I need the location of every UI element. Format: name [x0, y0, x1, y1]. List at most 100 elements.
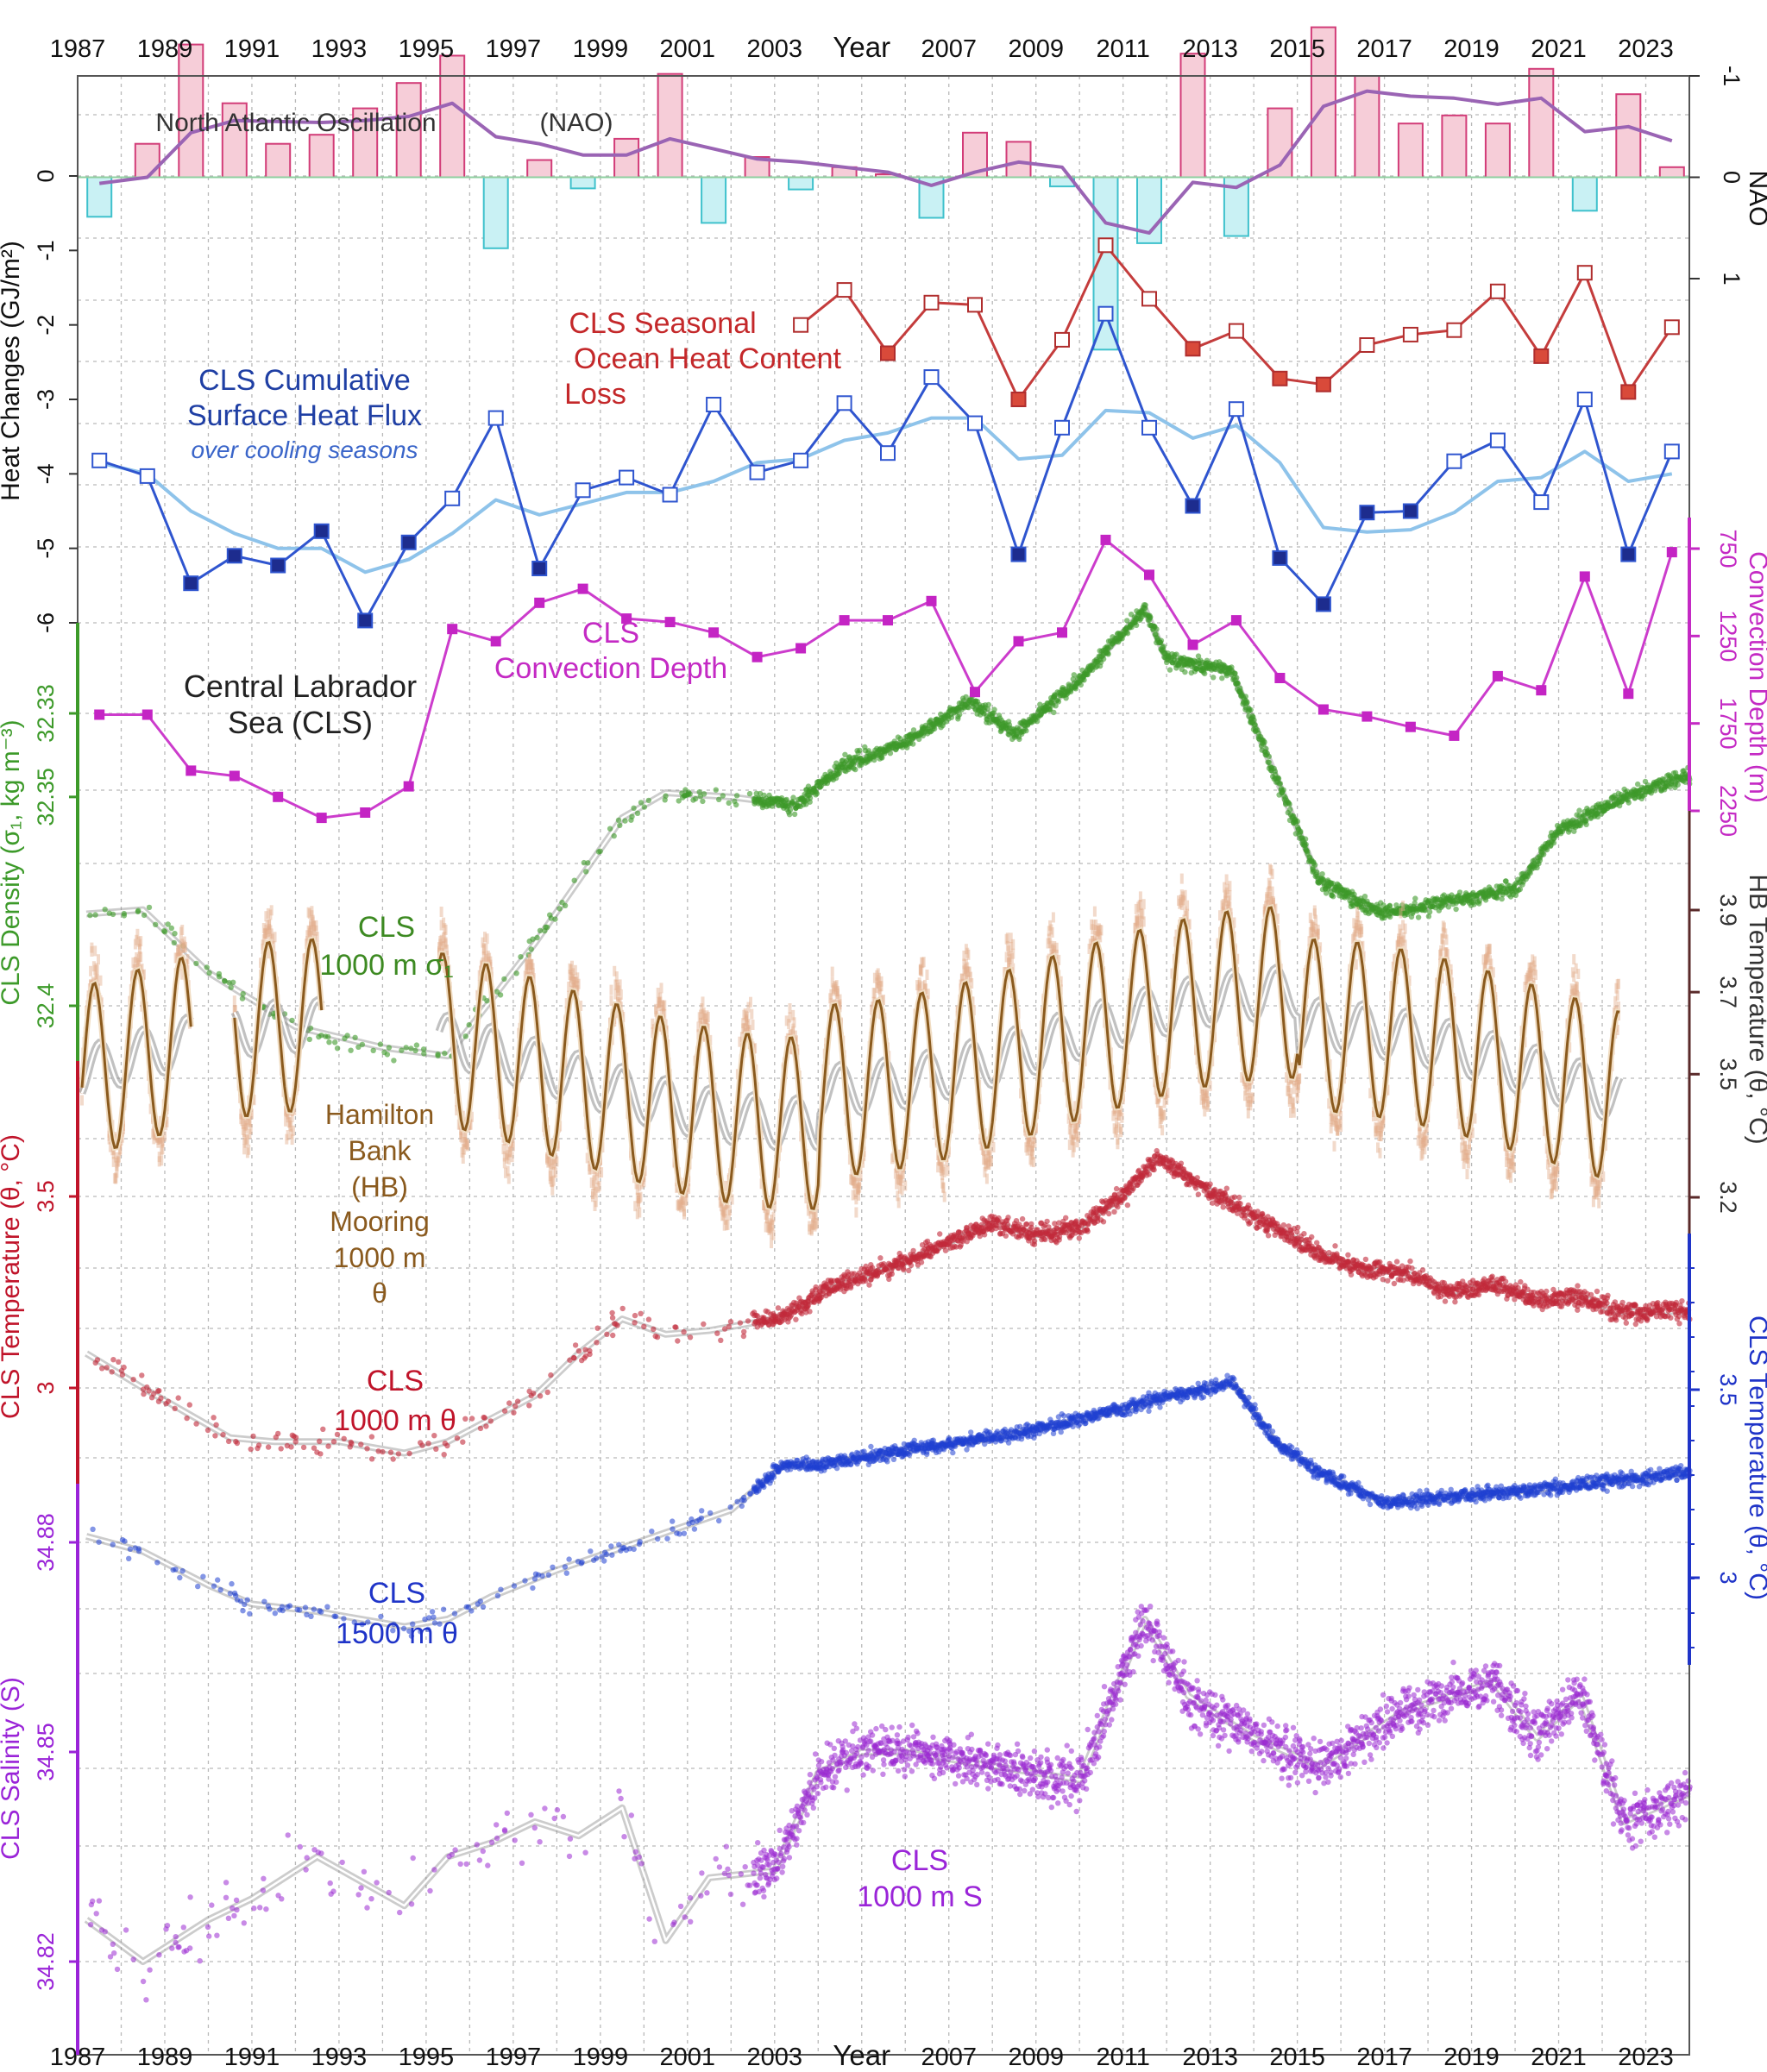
hb-sample [990, 1156, 993, 1167]
scatter-point [557, 906, 563, 912]
scatter-point [228, 984, 234, 990]
scatter-point [386, 1045, 393, 1051]
hb-sample [984, 1173, 989, 1184]
hb-sample [854, 1207, 858, 1218]
hb-sample [576, 978, 581, 989]
scatter-point [413, 1042, 420, 1048]
scatter-point [1456, 889, 1463, 895]
hb-sample [1292, 1107, 1296, 1118]
scatter-point [537, 927, 544, 934]
scatter-point [306, 1036, 312, 1043]
scatter-point [497, 992, 504, 998]
scatter-point [1166, 667, 1173, 673]
scatter-point [1303, 841, 1309, 848]
scatter-point [916, 736, 922, 743]
scatter-point [87, 912, 93, 919]
scatter-point [852, 766, 858, 773]
hb-sample [1141, 899, 1146, 910]
scatter-point [1081, 677, 1087, 683]
scatter-point [713, 787, 719, 793]
scatter-point [121, 913, 128, 919]
scatter-point [676, 798, 682, 804]
scatter-point [501, 976, 507, 983]
hb-sample [90, 946, 94, 957]
scatter-point [216, 974, 223, 980]
hb-sample [597, 1181, 601, 1192]
hb-sample [896, 1197, 901, 1209]
scatter-point [146, 904, 153, 911]
scatter-point [1361, 894, 1368, 900]
scatter-point [984, 706, 991, 713]
scatter-point [1210, 675, 1217, 681]
hb-sample [619, 989, 623, 1000]
hb-sample [180, 925, 185, 935]
hb-sample [554, 1167, 558, 1178]
scatter-point [1100, 656, 1107, 662]
scatter-point [239, 995, 246, 1001]
scatter-point [1202, 670, 1208, 677]
scatter-point [1286, 801, 1292, 807]
hb-sample [1033, 1137, 1037, 1148]
scatter-point [494, 989, 500, 995]
hb-sample [663, 1000, 667, 1011]
hb-sample [1206, 1096, 1210, 1108]
hb-sample [966, 949, 971, 960]
scatter-point [193, 960, 199, 967]
scatter-point [871, 757, 877, 763]
scatter-point [1275, 775, 1282, 782]
scatter-point [325, 1033, 331, 1040]
hb-sample [991, 1142, 996, 1152]
scatter-point [1537, 857, 1544, 863]
hb-sample [900, 1184, 904, 1196]
scatter-point [1263, 745, 1269, 752]
hb-sample [1228, 890, 1232, 901]
hb-sample [750, 1008, 754, 1020]
scatter-point [230, 979, 236, 986]
scatter-point [1235, 681, 1241, 687]
scatter-point [842, 751, 848, 757]
hb-sample [726, 1219, 730, 1230]
scatter-point [484, 998, 490, 1004]
scatter-point [1234, 675, 1240, 681]
scatter-point [1675, 782, 1681, 788]
hb-sample [506, 1173, 511, 1184]
scatter-point [1104, 650, 1111, 656]
scatter-point [1237, 685, 1243, 691]
scatter-point [135, 907, 141, 914]
hb-sample [879, 981, 884, 992]
hb-sample [594, 1196, 598, 1208]
hb-sample [618, 979, 622, 990]
hb-sample [273, 932, 277, 943]
scatter-point [701, 791, 707, 797]
hb-sample [291, 1125, 295, 1136]
scatter-point [1244, 700, 1250, 706]
scatter-point [991, 706, 997, 713]
scatter-point [1133, 622, 1140, 628]
scatter-point [1330, 894, 1336, 900]
scatter-point [597, 848, 603, 854]
hb-sample [1072, 1141, 1076, 1152]
scatter-point [700, 798, 706, 805]
scatter-point [663, 793, 669, 799]
hb-sample [485, 933, 489, 945]
scatter-point [528, 946, 534, 952]
scatter-point [807, 795, 814, 801]
hb-sample [941, 1182, 946, 1193]
scatter-point [435, 1051, 441, 1058]
scatter-point [746, 790, 753, 797]
scatter-point [985, 701, 992, 708]
scatter-point [348, 1047, 354, 1053]
scatter-point [1154, 626, 1160, 632]
hb-sample [439, 907, 443, 917]
scatter-point [180, 943, 186, 949]
scatter-point [403, 1045, 409, 1051]
scatter-point [1540, 851, 1547, 857]
hb-sample [917, 977, 921, 989]
scatter-point [153, 921, 159, 928]
hb-sample [1032, 1157, 1036, 1168]
hb-sample [1011, 948, 1016, 959]
hb-sample [1141, 916, 1146, 927]
scatter-point [110, 911, 116, 918]
hb-sample [942, 1166, 946, 1177]
scatter-point [442, 1050, 448, 1057]
